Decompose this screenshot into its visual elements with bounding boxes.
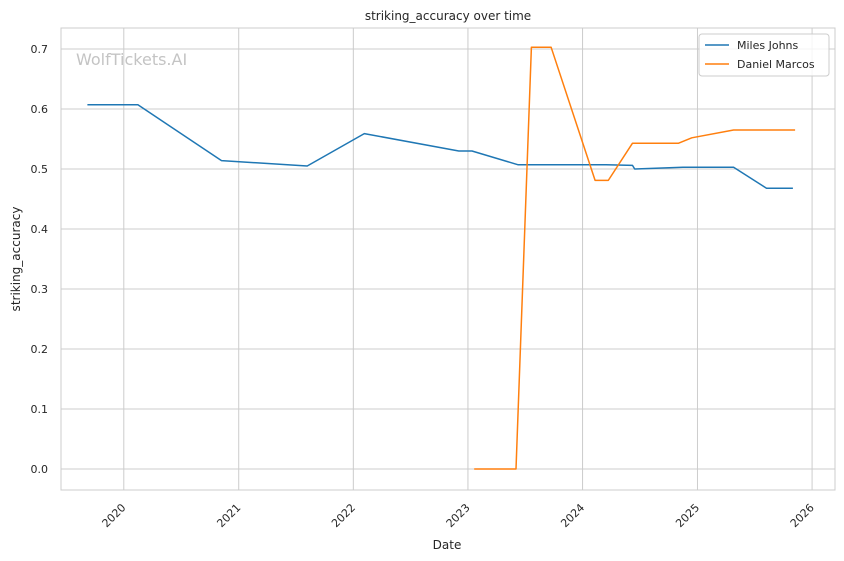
- x-tick-label: 2024: [558, 501, 587, 530]
- y-tick-label: 0.5: [31, 163, 49, 176]
- x-tick-labels: 2020 2021 2022 2023 2024 2025 2026: [100, 501, 817, 530]
- x-tick-label: 2021: [214, 501, 243, 530]
- y-tick-label: 0.6: [31, 103, 49, 116]
- x-axis-label: Date: [433, 538, 462, 552]
- x-tick-label: 2025: [673, 501, 702, 530]
- x-tick-label: 2023: [444, 501, 473, 530]
- y-tick-label: 0.1: [31, 403, 49, 416]
- x-tick-label: 2026: [788, 501, 817, 530]
- y-axis-label: striking_accuracy: [9, 207, 23, 312]
- y-tick-labels: 0.0 0.1 0.2 0.3 0.4 0.5 0.6 0.7: [31, 43, 49, 476]
- x-tick-label: 2022: [329, 501, 358, 530]
- grid: [61, 28, 835, 490]
- series-line-daniel-marcos: [474, 46, 796, 470]
- y-tick-label: 0.7: [31, 43, 49, 56]
- series-lines: [87, 46, 796, 470]
- legend: Miles Johns Daniel Marcos: [698, 33, 830, 77]
- series-line-miles-johns: [87, 104, 793, 189]
- y-tick-label: 0.3: [31, 283, 49, 296]
- x-tick-label: 2020: [100, 501, 129, 530]
- y-tick-label: 0.2: [31, 343, 49, 356]
- legend-label-miles-johns: Miles Johns: [737, 39, 799, 52]
- plot-area: [60, 27, 836, 491]
- watermark: WolfTickets.AI: [76, 50, 187, 69]
- y-tick-label: 0.4: [31, 223, 49, 236]
- chart-title: striking_accuracy over time: [365, 9, 531, 23]
- legend-box: [698, 33, 830, 77]
- legend-label-daniel-marcos: Daniel Marcos: [737, 58, 815, 71]
- y-tick-label: 0.0: [31, 463, 49, 476]
